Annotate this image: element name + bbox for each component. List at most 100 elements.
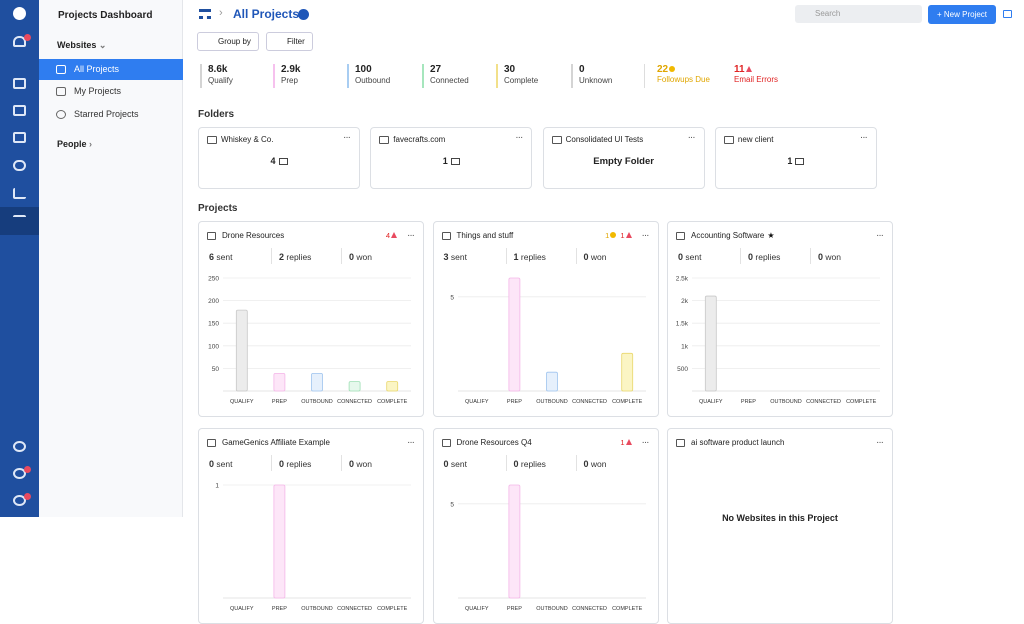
doc-icon bbox=[207, 439, 216, 447]
stat-value: 27 bbox=[430, 64, 442, 75]
nav-icon[interactable] bbox=[13, 160, 26, 171]
new-project-button[interactable]: + New Project bbox=[928, 5, 996, 24]
metric-value: 0 bbox=[209, 459, 215, 469]
mini-chart: 50 100 150 200 250 QUALIFY PREP OUTBOUND CONNECT… bbox=[208, 276, 411, 405]
folder-add-icon[interactable] bbox=[1003, 10, 1012, 18]
nav-icon[interactable] bbox=[13, 188, 26, 199]
metric-value: 0 bbox=[748, 252, 754, 262]
bar bbox=[273, 484, 286, 599]
help-icon[interactable] bbox=[13, 441, 26, 452]
x-tick-label: PREP bbox=[741, 399, 756, 405]
x-tick-label: COMPLETE bbox=[612, 399, 643, 405]
metric: 0 won bbox=[584, 252, 607, 262]
project-title: Accounting Software ★ bbox=[691, 231, 775, 240]
folder-card[interactable]: new client ··· 1 bbox=[714, 127, 877, 189]
search-box[interactable]: Search bbox=[795, 5, 922, 23]
separator bbox=[341, 248, 342, 264]
x-tick-label: COMPLETE bbox=[377, 399, 408, 405]
project-card[interactable]: Drone Resources ··· 4 6 sent 2 replies 0 won 5… bbox=[198, 221, 424, 417]
folder-card[interactable]: Consolidated UI Tests ··· Empty Folder bbox=[542, 127, 705, 189]
nav-label[interactable]: Starred Projects bbox=[74, 109, 139, 119]
project-card[interactable]: GameGenics Affiliate Example ··· 0 sent 0 r… bbox=[198, 428, 424, 624]
empty-label: Empty Folder bbox=[593, 156, 654, 167]
nav-icon[interactable] bbox=[13, 132, 26, 143]
project-card[interactable]: Drone Resources Q4 ··· 1 0 sent 0 replies 0 w… bbox=[432, 428, 659, 624]
nav-label[interactable]: All Projects bbox=[74, 64, 120, 74]
metric: 0 replies bbox=[748, 252, 780, 262]
folder-card[interactable]: Whiskey & Co. ··· 4 bbox=[198, 127, 360, 189]
metric-label: sent bbox=[450, 459, 467, 469]
project-card[interactable]: Things and stuff ··· 1 1 3 sent 1 replies 0 wo… bbox=[432, 221, 659, 417]
section-label[interactable]: People › bbox=[57, 139, 93, 149]
metric: 0 sent bbox=[444, 459, 467, 469]
play-icon[interactable] bbox=[298, 9, 309, 20]
menu[interactable]: ··· bbox=[407, 437, 415, 448]
nav-icon[interactable] bbox=[13, 78, 26, 89]
websites-label[interactable]: Websites bbox=[57, 40, 97, 50]
menu[interactable]: ··· bbox=[641, 230, 650, 241]
doc-icon bbox=[207, 232, 216, 240]
filter-button[interactable]: Filter bbox=[266, 32, 313, 51]
metric-label: sent bbox=[450, 252, 467, 262]
folder-card[interactable]: favecrafts.com ··· 1 bbox=[370, 127, 533, 189]
menu[interactable]: ··· bbox=[876, 437, 884, 448]
separator bbox=[271, 248, 272, 264]
project-name: GameGenics Affiliate Example bbox=[222, 438, 330, 447]
menu[interactable]: ··· bbox=[641, 437, 650, 448]
nav-item[interactable]: Starred Projects bbox=[39, 104, 183, 125]
nav-icon[interactable] bbox=[13, 105, 26, 116]
metric-label: won bbox=[356, 459, 372, 469]
nav-item[interactable]: My Projects bbox=[39, 81, 183, 102]
separator bbox=[341, 455, 342, 471]
stat-label: Outbound bbox=[355, 76, 391, 85]
section-label[interactable]: Websites ⌄ bbox=[57, 40, 107, 50]
stat: 22 Followups Due bbox=[651, 64, 710, 88]
folder-icon bbox=[723, 136, 734, 144]
empty-label: No Websites in this Project bbox=[722, 513, 838, 523]
logo[interactable] bbox=[13, 7, 26, 20]
bell-icon[interactable] bbox=[13, 36, 26, 47]
project-title: Drone Resources bbox=[222, 231, 284, 240]
x-tick-label: OUTBOUND bbox=[770, 399, 802, 405]
count-value: 1 bbox=[787, 156, 793, 166]
metric-value: 0 bbox=[349, 252, 355, 262]
menu[interactable]: ··· bbox=[515, 132, 523, 143]
people-label[interactable]: People bbox=[57, 139, 87, 149]
x-tick-label: CONNECTED bbox=[572, 399, 607, 405]
metric-value: 0 bbox=[818, 252, 824, 262]
menu[interactable]: ··· bbox=[876, 230, 884, 241]
separator bbox=[740, 248, 741, 264]
bar bbox=[386, 381, 399, 392]
active-nav[interactable] bbox=[0, 207, 39, 235]
nav-item[interactable]: All Projects bbox=[39, 59, 183, 80]
project-name: Drone Resources Q4 bbox=[456, 438, 532, 447]
nav-label[interactable]: My Projects bbox=[74, 86, 122, 96]
folder-name: favecrafts.com bbox=[393, 135, 446, 144]
stat: 0 Unknown bbox=[571, 64, 612, 88]
count-value: 1 bbox=[442, 156, 448, 166]
settings-icon[interactable] bbox=[13, 495, 26, 506]
stat-label: Email Errors bbox=[734, 75, 779, 84]
separator bbox=[575, 455, 577, 471]
count-value: 4 bbox=[270, 156, 276, 166]
project-card[interactable]: Accounting Software ★ ··· 0 sent 0 replies 0 … bbox=[667, 221, 893, 417]
x-tick-label: QUALIFY bbox=[465, 606, 489, 612]
nav-icon[interactable] bbox=[13, 468, 26, 479]
menu[interactable]: ··· bbox=[859, 132, 868, 143]
stat: 100 Outbound bbox=[347, 64, 390, 88]
menu[interactable]: ··· bbox=[687, 132, 696, 143]
menu[interactable]: ··· bbox=[407, 230, 415, 241]
stat-label: Unknown bbox=[579, 76, 613, 85]
separator bbox=[810, 248, 811, 264]
metric: 0 replies bbox=[279, 459, 311, 469]
metric-label: sent bbox=[685, 252, 702, 262]
icon bbox=[625, 232, 632, 238]
icon-rail bbox=[0, 0, 39, 517]
group-by-button[interactable]: Group by bbox=[197, 32, 259, 51]
stat-value: 0 bbox=[579, 64, 585, 75]
menu[interactable]: ··· bbox=[343, 132, 351, 143]
metric-value: 0 bbox=[349, 459, 355, 469]
y-tick-label: 100 bbox=[208, 343, 219, 350]
project-card[interactable]: ai software product launch ··· No Websites… bbox=[667, 428, 893, 624]
